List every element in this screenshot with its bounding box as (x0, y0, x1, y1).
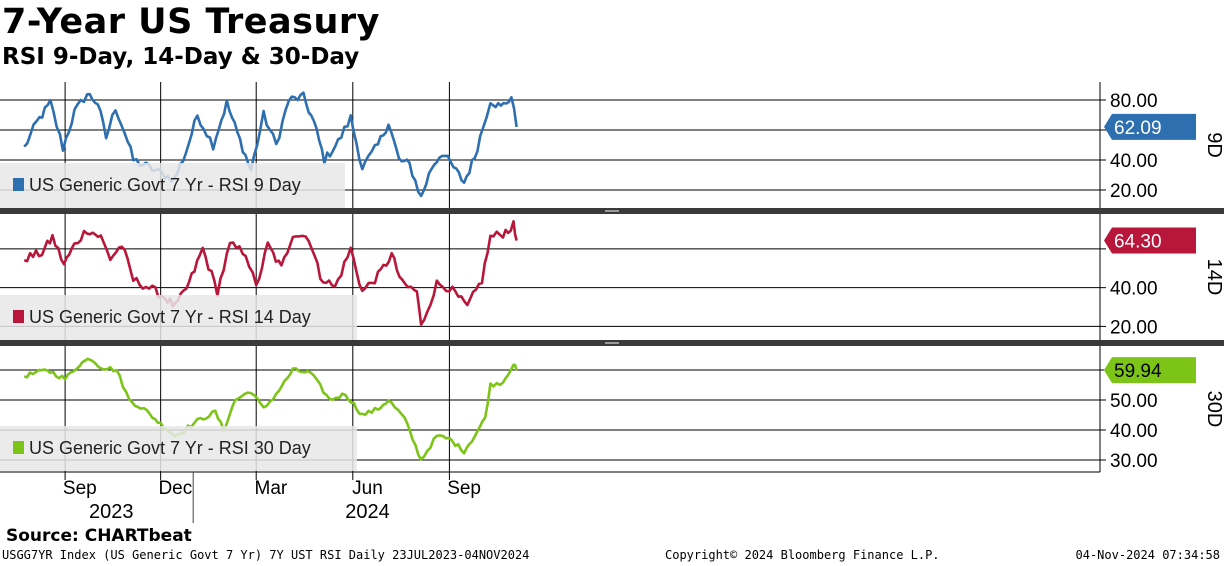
x-month-label: Sep (63, 478, 97, 499)
last-value-label: 59.94 (1114, 361, 1162, 382)
chart-title: 7-Year US Treasury (2, 2, 380, 42)
legend-box (0, 163, 345, 208)
rsi14-series-line (23, 220, 518, 326)
panel-side-label: 9D (1203, 132, 1224, 158)
rsi30-series-line (23, 357, 518, 461)
last-value-label: 64.30 (1114, 232, 1162, 253)
legend-swatch (13, 310, 24, 323)
x-month-label: Mar (255, 478, 288, 499)
footer-index-info: USGG7YR Index (US Generic Govt 7 Yr) 7Y … (2, 548, 530, 562)
last-value-badge (1104, 227, 1196, 254)
x-month-label: Sep (447, 478, 481, 499)
y-tick-label: 20.00 (1110, 317, 1158, 338)
last-value-label: 62.09 (1114, 118, 1162, 139)
legend-swatch (13, 178, 24, 191)
y-tick-label: 40.00 (1110, 279, 1158, 300)
x-year-label: 2024 (345, 501, 390, 523)
legend-label: US Generic Govt 7 Yr - RSI 30 Day (29, 438, 311, 458)
panel-resize-handle (605, 210, 619, 212)
panel-side-label: 30D (1203, 391, 1224, 428)
footer-copyright: Copyright© 2024 Bloomberg Finance L.P. (665, 548, 940, 562)
source-label: Source: CHARTbeat (6, 526, 192, 546)
footer-timestamp: 04-Nov-2024 07:34:58 (1075, 548, 1221, 562)
last-value-badge (1104, 357, 1196, 384)
y-tick-label: 80.00 (1110, 91, 1158, 112)
last-value-badge (1104, 113, 1196, 140)
y-tick-label: 20.00 (1110, 181, 1158, 202)
chart-subtitle: RSI 9-Day, 14-Day & 30-Day (2, 44, 360, 70)
legend-label: US Generic Govt 7 Yr - RSI 14 Day (29, 307, 311, 327)
legend-label: US Generic Govt 7 Yr - RSI 9 Day (29, 175, 301, 195)
y-tick-label: 30.00 (1110, 451, 1158, 472)
x-month-label: Jun (352, 478, 383, 499)
legend-box (0, 426, 357, 471)
legend-box (0, 295, 357, 340)
rsi9-series-line (23, 91, 518, 198)
y-tick-label: 40.00 (1110, 421, 1158, 442)
y-tick-label: 50.00 (1110, 391, 1158, 412)
legend-swatch (13, 441, 24, 454)
y-tick-label: 40.00 (1110, 151, 1158, 172)
x-year-label: 2023 (89, 501, 134, 523)
x-month-label: Dec (158, 478, 192, 499)
panel-side-label: 14D (1203, 259, 1224, 296)
panel-resize-handle (605, 342, 619, 344)
